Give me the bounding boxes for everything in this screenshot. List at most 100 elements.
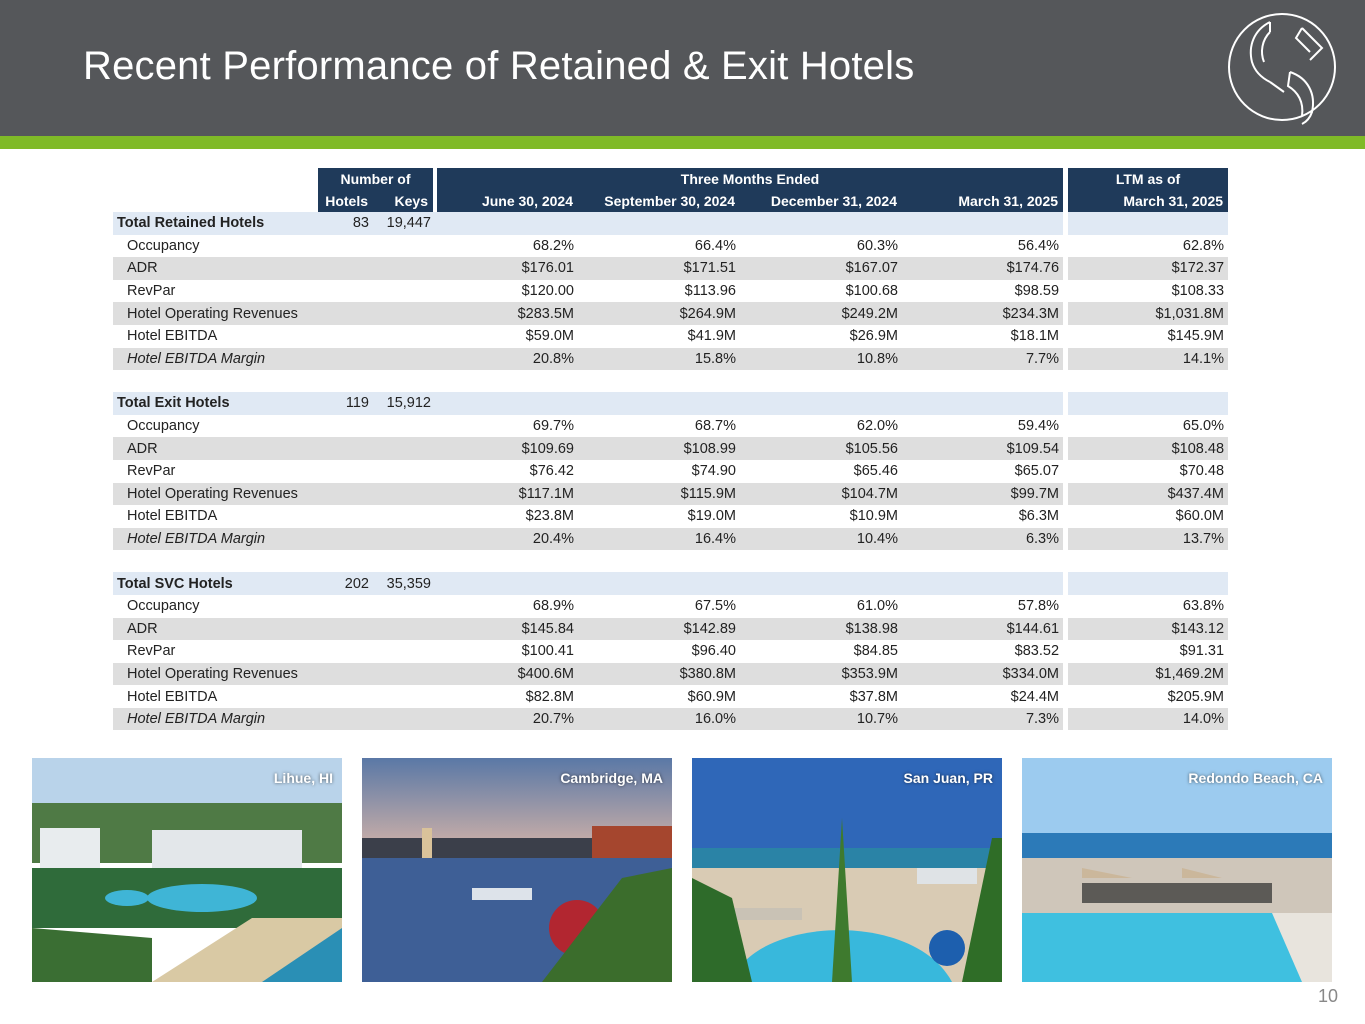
row-label: Occupancy <box>127 237 200 254</box>
table-row: ADR $109.69 $108.99 $105.56 $109.54 $108.48 <box>113 437 1229 460</box>
row-label: Occupancy <box>127 598 200 615</box>
row-value-ltm: $108.48 <box>1068 437 1229 460</box>
row-value: 68.7% <box>694 418 736 435</box>
section-row: Total Retained Hotels 83 19,447 <box>113 212 1229 235</box>
row-value: $84.85 <box>853 643 898 660</box>
group-header-ltm: LTM as of <box>1068 168 1229 190</box>
row-value: $144.61 <box>902 617 1064 641</box>
row-value: $105.56 <box>740 437 902 460</box>
beach-resort-icon <box>32 758 342 982</box>
row-value: $100.68 <box>845 283 898 300</box>
row-value: $59.0M <box>525 328 574 345</box>
table-row: RevPar $76.42 $74.90 $65.46 $65.07 $70.48 <box>113 460 1228 483</box>
photo-label-cambridge: Cambridge, MA <box>560 770 663 786</box>
company-logo-icon <box>1228 13 1336 125</box>
row-value-ltm: $91.31 <box>1179 643 1225 660</box>
row-value-ltm: $1,469.2M <box>1068 662 1229 686</box>
row-label: Hotel EBITDA <box>127 508 218 525</box>
photo-lihue: Lihue, HI <box>32 758 342 982</box>
row-value: 61.0% <box>856 598 898 615</box>
row-value: 15.8% <box>578 347 740 371</box>
row-value: $167.07 <box>740 257 902 280</box>
row-value-ltm: 65.0% <box>1182 418 1225 435</box>
row-value: 69.7% <box>532 418 574 435</box>
section-keys-count: 35,359 <box>373 572 435 595</box>
row-label: Hotel Operating Revenues <box>113 662 318 686</box>
row-value: $171.51 <box>578 257 740 280</box>
row-value-ltm: $145.9M <box>1167 328 1225 345</box>
row-label: ADR <box>113 617 318 641</box>
table-row: Hotel EBITDA Margin 20.8% 15.8% 10.8% 7.7% 14… <box>113 347 1229 371</box>
row-value: 16.4% <box>578 527 740 551</box>
row-value: 20.4% <box>435 527 578 551</box>
row-label: RevPar <box>127 283 176 300</box>
section-hotels-count: 202 <box>318 572 373 595</box>
photo-san-juan: San Juan, PR <box>692 758 1002 982</box>
row-value: 56.4% <box>1017 237 1060 254</box>
photo-label-redondo-beach: Redondo Beach, CA <box>1188 770 1323 786</box>
table-row: Hotel Operating Revenues $117.1M $115.9M $1… <box>113 482 1229 506</box>
photo-label-san-juan: San Juan, PR <box>903 770 993 786</box>
row-value: $24.4M <box>1010 688 1060 705</box>
performance-table-wrap: Number of Three Months Ended LTM as of H… <box>113 168 1229 731</box>
row-value-ltm: $437.4M <box>1068 482 1229 506</box>
row-value: $26.9M <box>849 328 898 345</box>
row-value-ltm: 13.7% <box>1068 527 1229 551</box>
section-hotels-count: 83 <box>318 212 373 235</box>
row-value: 20.8% <box>435 347 578 371</box>
row-label: Hotel EBITDA <box>127 328 218 345</box>
section-name: Total Retained Hotels <box>113 212 318 235</box>
table-row: Hotel EBITDA $23.8M $19.0M $10.9M $6.3M $60.0… <box>113 505 1228 528</box>
row-value: $10.9M <box>849 508 898 525</box>
table-row: ADR $176.01 $171.51 $167.07 $174.76 $172.37 <box>113 257 1229 280</box>
row-value-ltm: 14.0% <box>1068 707 1229 731</box>
row-value: $138.98 <box>740 617 902 641</box>
table-column-header-row: Hotels Keys June 30, 2024 September 30, … <box>113 190 1229 212</box>
row-value: $74.90 <box>691 463 736 480</box>
row-value: $108.99 <box>578 437 740 460</box>
row-value: $249.2M <box>740 302 902 325</box>
row-label: RevPar <box>127 643 176 660</box>
header-bar <box>0 0 1365 136</box>
row-value: 68.9% <box>532 598 574 615</box>
table-body: Total Retained Hotels 83 19,447 Occupancy 68… <box>113 212 1229 731</box>
photo-redondo-beach: Redondo Beach, CA <box>1022 758 1332 982</box>
row-value: $234.3M <box>902 302 1064 325</box>
row-value: 60.3% <box>856 237 898 254</box>
table-row: Hotel EBITDA Margin 20.4% 16.4% 10.4% 6.3% 13… <box>113 527 1229 551</box>
row-value: $23.8M <box>525 508 574 525</box>
table-row: Hotel Operating Revenues $400.6M $380.8M $3… <box>113 662 1229 686</box>
section-name: Total Exit Hotels <box>113 392 318 415</box>
row-value-ltm: 63.8% <box>1182 598 1225 615</box>
row-value-ltm: $60.0M <box>1175 508 1225 525</box>
col-header-q1: June 30, 2024 <box>435 190 578 212</box>
row-value: $18.1M <box>1010 328 1060 345</box>
col-header-q3: December 31, 2024 <box>740 190 902 212</box>
row-label: Hotel Operating Revenues <box>113 482 318 506</box>
row-value: 6.3% <box>902 527 1064 551</box>
row-value: 66.4% <box>694 237 736 254</box>
row-value: $76.42 <box>529 463 574 480</box>
table-row: Hotel EBITDA $82.8M $60.9M $37.8M $24.4M $205… <box>113 685 1228 708</box>
row-value: $120.00 <box>521 283 574 300</box>
row-value: 20.7% <box>435 707 578 731</box>
row-value-ltm: $70.48 <box>1179 463 1225 480</box>
row-value: $65.46 <box>853 463 898 480</box>
row-label: RevPar <box>127 463 176 480</box>
col-header-q4: March 31, 2025 <box>902 190 1064 212</box>
table-row: Occupancy 68.2% 66.4% 60.3% 56.4% 62.8% <box>113 235 1228 258</box>
row-label: Hotel EBITDA Margin <box>113 527 318 551</box>
col-header-hotels: Hotels <box>318 190 373 212</box>
row-value: $41.9M <box>687 328 736 345</box>
table-row: ADR $145.84 $142.89 $138.98 $144.61 $143.12 <box>113 617 1229 641</box>
row-value: 10.7% <box>740 707 902 731</box>
group-header-three-months: Three Months Ended <box>435 168 1064 190</box>
group-header-number-of: Number of <box>318 168 437 190</box>
row-value-ltm: $172.37 <box>1068 257 1229 280</box>
row-value-ltm: $143.12 <box>1068 617 1229 641</box>
row-value: 10.4% <box>740 527 902 551</box>
row-value: $264.9M <box>578 302 740 325</box>
row-label: Hotel EBITDA Margin <box>113 347 318 371</box>
row-label: Hotel EBITDA Margin <box>113 707 318 731</box>
row-value: $400.6M <box>435 662 578 686</box>
